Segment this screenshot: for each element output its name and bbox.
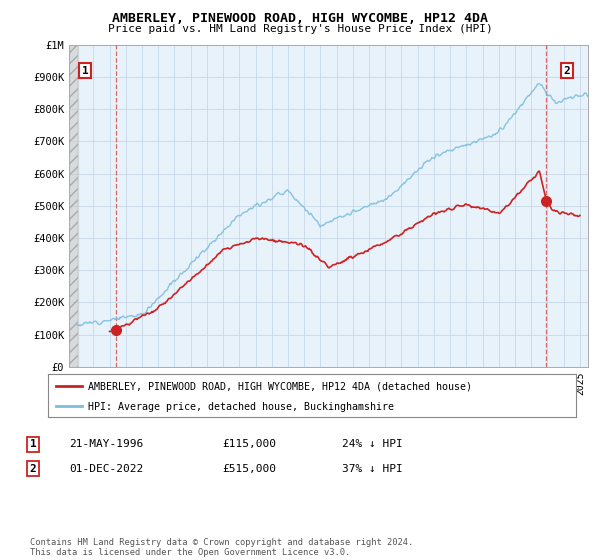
Text: AMBERLEY, PINEWOOD ROAD, HIGH WYCOMBE, HP12 4DA (detached house): AMBERLEY, PINEWOOD ROAD, HIGH WYCOMBE, H…	[88, 381, 472, 391]
Text: HPI: Average price, detached house, Buckinghamshire: HPI: Average price, detached house, Buck…	[88, 402, 394, 412]
Text: 37% ↓ HPI: 37% ↓ HPI	[342, 464, 403, 474]
Bar	[69, 45, 79, 367]
Text: 24% ↓ HPI: 24% ↓ HPI	[342, 439, 403, 449]
Text: Price paid vs. HM Land Registry's House Price Index (HPI): Price paid vs. HM Land Registry's House …	[107, 24, 493, 34]
Text: Contains HM Land Registry data © Crown copyright and database right 2024.
This d: Contains HM Land Registry data © Crown c…	[30, 538, 413, 557]
Text: £115,000: £115,000	[222, 439, 276, 449]
Text: 1: 1	[82, 66, 89, 76]
Text: 21-MAY-1996: 21-MAY-1996	[69, 439, 143, 449]
Text: £515,000: £515,000	[222, 464, 276, 474]
Text: 1: 1	[29, 439, 37, 449]
Text: 2: 2	[29, 464, 37, 474]
Bar	[69, 45, 79, 367]
Text: 2: 2	[563, 66, 570, 76]
Text: 01-DEC-2022: 01-DEC-2022	[69, 464, 143, 474]
Text: AMBERLEY, PINEWOOD ROAD, HIGH WYCOMBE, HP12 4DA: AMBERLEY, PINEWOOD ROAD, HIGH WYCOMBE, H…	[112, 12, 488, 25]
